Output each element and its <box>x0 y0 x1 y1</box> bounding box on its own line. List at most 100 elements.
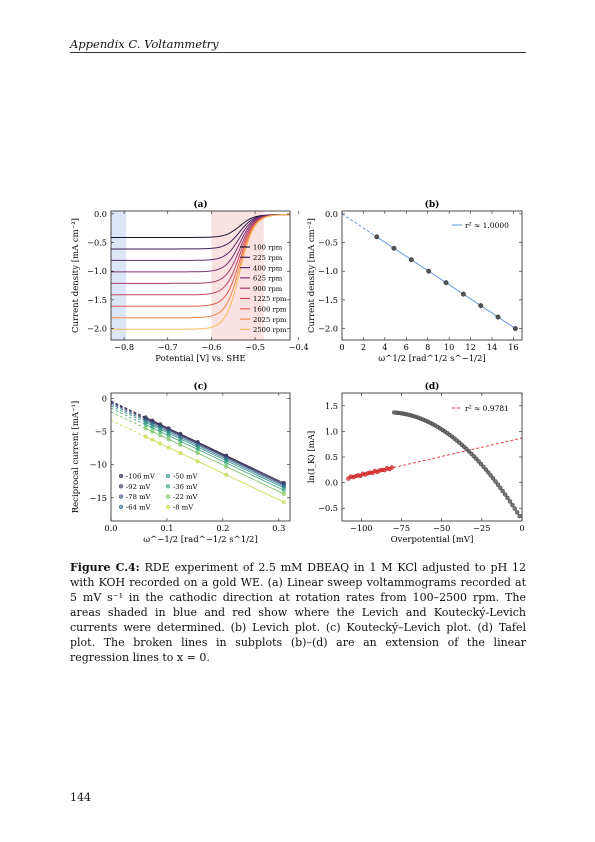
panel-c: 0.0 0.1 0.2 0.3 0 −5 −10 −15 (c) ω^−1/2 [rad^−1/2… <box>71 381 291 545</box>
legend-label: 100 rpm <box>253 244 283 252</box>
legend-label: r² ≈ 0.9781 <box>465 404 509 413</box>
legend-marker <box>118 504 124 510</box>
panel-b-xtick-label: 2 <box>361 342 366 352</box>
legend-label: 900 rpm <box>253 285 283 293</box>
lsv-curve-2025rpm <box>111 214 290 319</box>
tafel-point <box>514 510 520 515</box>
legend-label: 1600 rpm <box>253 306 287 314</box>
kl-point <box>166 433 171 438</box>
kl-point <box>178 439 183 444</box>
panel-d-xtick-label: −75 <box>393 523 410 533</box>
tafel-fit-extension <box>393 437 523 468</box>
kl-point <box>158 441 163 446</box>
panel-b-ytick-label: −0.5 <box>318 238 338 248</box>
panel-d-xlabel: Overpotential [mV] <box>391 535 474 545</box>
legend-marker <box>165 504 171 510</box>
tafel-point <box>490 476 496 481</box>
panel-d-ylabel: ln(I_K) [mA] <box>306 431 317 483</box>
kl-point <box>195 459 200 464</box>
lsv-curve-225rpm <box>111 214 290 250</box>
kl-fit-extension <box>110 411 146 429</box>
panel-b-xlabel: ω^1/2 [rad^1/2 s^−1/2] <box>378 354 485 364</box>
lsv-curve-2500rpm <box>111 214 290 330</box>
tafel-point <box>483 467 489 472</box>
panel-b: 0 2 4 6 8 10 12 14 16 0.0 −0.5 −1.0 −1.5 −2.0 (b) ω^1/2… <box>307 199 523 364</box>
kl-fit-line <box>145 417 285 484</box>
kl-point <box>158 429 163 434</box>
panel-b-ytick-label: −2.0 <box>318 324 338 334</box>
tafel-point <box>510 502 515 508</box>
panel-d-ytick-label: 0.5 <box>325 452 338 462</box>
kl-point <box>143 422 148 427</box>
levich-point <box>408 257 414 263</box>
legend-label: -8 mV <box>173 504 194 512</box>
panel-a-ytick-label: −2.0 <box>87 324 107 334</box>
panel-a-xtick-label: −0.8 <box>114 342 134 352</box>
panel-d-panel-label: (d) <box>425 381 440 392</box>
panel-c-ytick-label: −15 <box>90 493 107 503</box>
panel-d-xtick-label: 0 <box>519 523 524 533</box>
legend-marker <box>118 473 124 479</box>
panel-b-xtick-label: 6 <box>404 342 409 352</box>
panel-a-xtick-label: −0.4 <box>289 342 309 352</box>
legend-label: 625 rpm <box>253 275 283 283</box>
tafel-point <box>389 465 395 470</box>
figure: −0.8 −0.7 −0.6 −0.5 −0.4 0.0 −0.5 −1.0 −1.5 −2.0 (… <box>71 199 525 545</box>
legend-label: 2500 rpm <box>253 326 287 334</box>
lsv-curve-625rpm <box>111 214 290 273</box>
panel-b-ytick-label: −1.0 <box>318 266 338 276</box>
panel-a-curves <box>111 214 290 330</box>
panel-a-ytick-label: −1.5 <box>87 295 107 305</box>
legend-marker <box>165 473 171 479</box>
legend-marker <box>165 494 171 499</box>
kl-point <box>195 447 200 452</box>
panel-c-xlabel: ω^−1/2 [rad^−1/2 s^1/2] <box>143 535 258 545</box>
kl-point <box>224 464 229 469</box>
panel-b-xtick-label: 12 <box>465 342 475 352</box>
kl-point <box>143 434 148 439</box>
tafel-point <box>498 485 503 491</box>
panel-b-ytick-label: 0.0 <box>325 209 338 219</box>
tafel-point <box>517 513 522 519</box>
legend-label: 225 rpm <box>253 254 283 262</box>
caption-label: Figure C.4: <box>70 561 140 574</box>
panel-d-xtick-label: −50 <box>433 523 450 533</box>
panel-d-ytick-label: 1.5 <box>325 401 338 411</box>
kl-fit-extension <box>110 403 146 422</box>
panel-b-ylabel: Current density [mA cm⁻²] <box>307 218 317 333</box>
running-header: Appendix C. Voltammetry <box>70 37 526 53</box>
panel-d-xtick-label: −25 <box>473 523 490 533</box>
legend-label: 2025 rpm <box>253 316 287 324</box>
page-number: 144 <box>70 791 91 804</box>
panel-b-xtick-label: 16 <box>508 342 518 352</box>
kl-point <box>195 450 200 456</box>
legend-label: 400 rpm <box>253 264 283 272</box>
lsv-curve-100rpm <box>111 214 290 238</box>
kl-fit-extension <box>110 402 146 420</box>
panel-a-ylabel: Current density [mA cm⁻²] <box>71 218 81 333</box>
tafel-point <box>502 492 508 497</box>
legend-marker <box>165 484 171 489</box>
kl-point <box>281 488 286 493</box>
legend-label: r² ≈ 1.0000 <box>465 221 509 230</box>
panel-c-ylabel: Reciprocal current [mA⁻¹] <box>71 401 81 514</box>
panel-c-frame <box>110 392 291 522</box>
levich-point <box>495 314 501 320</box>
legend-label: -50 mV <box>173 473 199 481</box>
lsv-curve-400rpm <box>111 214 290 261</box>
panel-a-xtick-label: −0.6 <box>201 342 221 352</box>
levich-point <box>391 245 397 251</box>
lsv-curve-1225rpm <box>111 214 290 296</box>
legend-label: -22 mV <box>173 493 199 501</box>
tafel-point <box>486 470 491 475</box>
kl-fit-line <box>145 436 285 503</box>
panel-b-panel-label: (b) <box>425 199 440 210</box>
panel-c-ytick-label: −5 <box>95 426 107 436</box>
kl-fit-extension <box>110 401 146 419</box>
kl-point <box>281 491 286 496</box>
legend-label: -106 mV <box>126 473 156 481</box>
caption-text: RDE experiment of 2.5 mM DBEAQ in 1 M KC… <box>70 561 526 664</box>
legend-label: -64 mV <box>126 504 152 512</box>
panel-c-xtick-label: 0.0 <box>104 523 117 533</box>
panel-c-xtick-label: 0.1 <box>160 523 173 533</box>
